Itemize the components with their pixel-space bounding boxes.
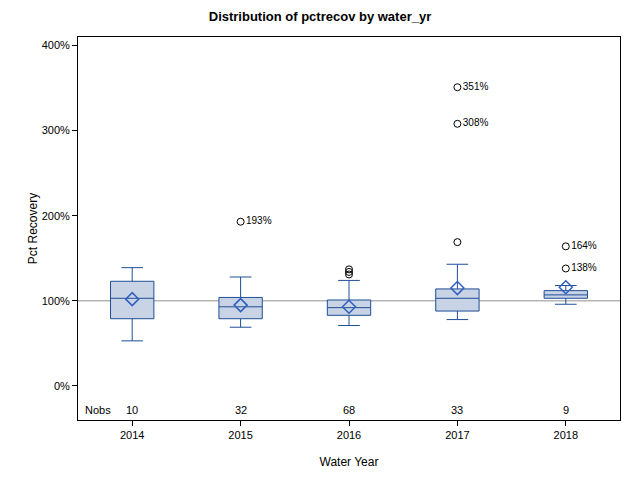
svg-text:10: 10 [126,404,138,416]
svg-text:200%: 200% [42,210,70,222]
svg-text:400%: 400% [42,39,70,51]
svg-text:2015: 2015 [228,429,252,441]
svg-text:351%: 351% [463,81,489,92]
svg-text:Pct Recovery: Pct Recovery [26,193,40,264]
svg-text:2014: 2014 [120,429,144,441]
svg-text:Nobs: Nobs [85,404,111,416]
svg-text:Water Year: Water Year [320,455,379,469]
svg-text:68: 68 [343,404,355,416]
svg-text:2017: 2017 [445,429,469,441]
svg-text:100%: 100% [42,295,70,307]
svg-text:2018: 2018 [554,429,578,441]
svg-text:300%: 300% [42,124,70,136]
svg-text:32: 32 [235,404,247,416]
svg-text:2016: 2016 [337,429,361,441]
svg-text:193%: 193% [246,215,272,226]
svg-text:0%: 0% [54,380,70,392]
svg-text:138%: 138% [571,262,597,273]
svg-text:9: 9 [563,404,569,416]
svg-text:308%: 308% [463,117,489,128]
svg-text:33: 33 [451,404,463,416]
svg-text:Distribution of pctrecov by wa: Distribution of pctrecov by water_yr [209,9,432,24]
svg-text:164%: 164% [571,240,597,251]
